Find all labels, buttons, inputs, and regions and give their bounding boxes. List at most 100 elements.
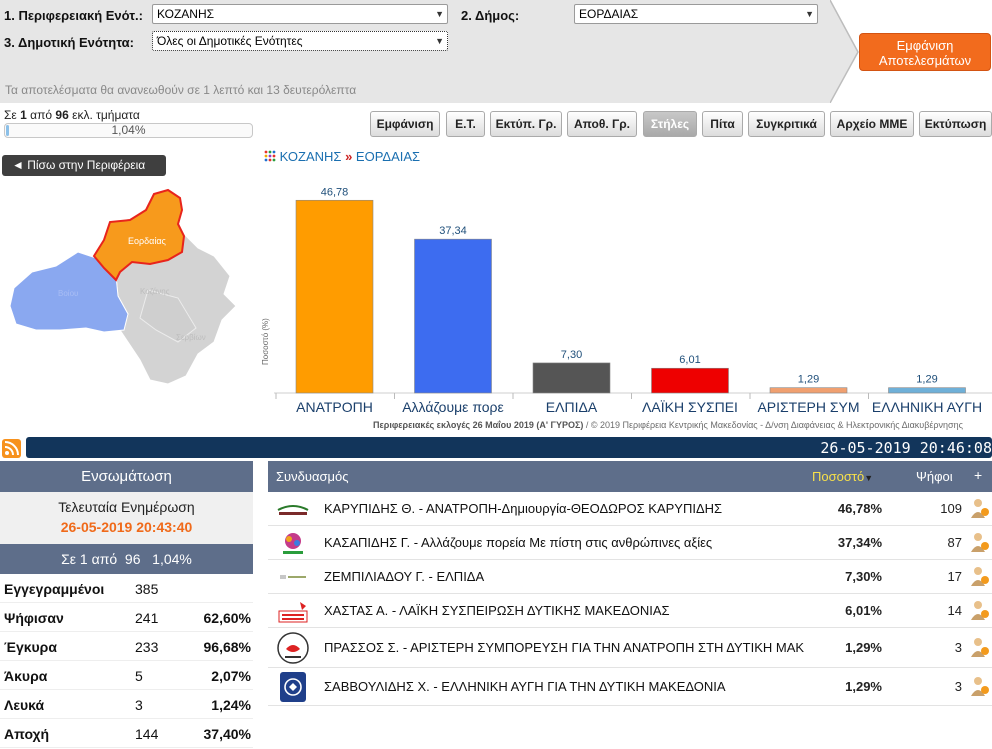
municipality-label: 2. Δήμος:: [461, 8, 520, 23]
party-percent: 1,29%: [845, 679, 882, 694]
chart-value-label: 37,34: [439, 225, 467, 237]
toolbar-button-compare[interactable]: Συγκριτικά: [748, 111, 825, 137]
chart-bar[interactable]: [532, 362, 611, 394]
stat-label: Εγγεγραμμένοι: [4, 581, 105, 597]
stat-value: 233: [135, 639, 159, 655]
progress-suffix: εκλ. τμήματα: [72, 108, 140, 122]
party-name: ΚΑΡΥΠΙΔΗΣ Θ. - ΑΝΑΤΡΟΠΗ-Δημιουργία-ΘΕΟΔΩ…: [324, 501, 723, 516]
candidates-icon[interactable]: [970, 531, 990, 553]
party-percent: 6,01%: [845, 603, 882, 618]
show-results-button[interactable]: Εμφάνιση Αποτελεσμάτων: [859, 33, 991, 71]
chart-bar[interactable]: [888, 387, 966, 394]
toolbar-button-save-chart[interactable]: Αποθ. Γρ.: [567, 111, 637, 137]
stat-percent: 1,24%: [211, 697, 251, 713]
progress-middle: από: [30, 108, 53, 122]
dots-icon: [264, 150, 276, 162]
municipality-select[interactable]: ΕΟΡΔΑΙΑΣ ▼: [574, 4, 818, 24]
table-row[interactable]: ΚΑΡΥΠΙΔΗΣ Θ. - ΑΝΑΤΡΟΠΗ-Δημιουργία-ΘΕΟΔΩ…: [268, 492, 992, 526]
column-party[interactable]: Συνδυασμός: [276, 469, 349, 484]
map-region-voio[interactable]: [9, 251, 129, 333]
back-to-region-button[interactable]: ◄ Πίσω στην Περιφέρεια: [2, 155, 166, 176]
last-update-title: Τελευταία Ενημέρωση: [58, 499, 195, 515]
stat-row-abstention: Αποχή 144 37,40%: [0, 719, 253, 748]
stat-label: Άκυρα: [4, 668, 48, 684]
map-label-voio: Βοίου: [58, 289, 78, 298]
party-name: ΚΑΣΑΠΙΔΗΣ Γ. - Αλλάζουμε πορεία Με πίστη…: [324, 535, 713, 550]
results-table-header: Συνδυασμός Ποσοστό▼ Ψήφοι +: [268, 461, 992, 492]
chart-category-label: ΛΑΪΚΗ ΣΥΣΠΕΙ: [642, 399, 738, 415]
chart-value-label: 1,29: [798, 374, 819, 386]
chart-value-label: 6,01: [679, 354, 700, 366]
toolbar-button-media-file[interactable]: Αρχείο ΜΜΕ: [830, 111, 914, 137]
table-row[interactable]: ΧΑΣΤΑΣ Α. - ΛΑΪΚΗ ΣΥΣΠΕΙΡΩΣΗ ΔΥΤΙΚΗΣ ΜΑΚ…: [268, 594, 992, 628]
chart-credit: Περιφερειακές εκλογές 26 Μαΐου 2019 (Α' …: [373, 420, 963, 430]
chevron-down-icon: ▼: [435, 36, 444, 46]
candidates-icon[interactable]: [970, 675, 990, 697]
map-label-servia: Σερβίων: [176, 333, 206, 342]
stat-label: Ψήφισαν: [4, 610, 64, 626]
column-percent[interactable]: Ποσοστό▼: [812, 469, 873, 484]
stat-percent: 96,68%: [203, 639, 251, 655]
region-map: Εορδαίας Βοίου Κοζάνης Σερβίων: [9, 188, 237, 385]
chart-bar[interactable]: [414, 238, 492, 394]
municipal-unit-label: 3. Δημοτική Ενότητα:: [4, 35, 134, 50]
toolbar-button-columns[interactable]: Στήλες: [643, 111, 697, 137]
breadcrumb-region[interactable]: ΚΟΖΑΝΗΣ: [279, 149, 342, 164]
chart-category-label: Αλλάζουμε πορε: [402, 399, 504, 415]
stat-value: 241: [135, 610, 159, 626]
party-votes: 87: [947, 535, 962, 550]
toolbar-button-print-chart[interactable]: Εκτύπ. Γρ.: [490, 111, 562, 137]
municipal-unit-select[interactable]: Όλες οι Δημοτικές Ενότητες ▼: [152, 31, 448, 51]
stat-row-registered: Εγγεγραμμένοι 385: [0, 574, 253, 603]
stat-row-voted: Ψήφισαν 241 62,60%: [0, 603, 253, 632]
breadcrumb: ΚΟΖΑΝΗΣ » ΕΟΡΔΑΙΑΣ: [264, 149, 420, 164]
chart-bar[interactable]: [295, 199, 374, 394]
chart-category-label: ΕΛΛΗΝΙΚΗ ΑΥΓΗ: [872, 399, 982, 415]
results-bar-chart: Ποσοστό (%) 46,78 ΑΝΑΤΡΟΠΗ 37,34 Αλλάζουμε …: [261, 186, 992, 415]
table-row[interactable]: ΣΑΒΒΟΥΛΙΔΗΣ Χ. - ΕΛΛΗΝΙΚΗ ΑΥΓΗ ΓΙΑ ΤΗΝ Δ…: [268, 668, 992, 706]
expand-all-icon[interactable]: +: [974, 467, 983, 483]
table-row[interactable]: ΠΡΑΣΣΟΣ Σ. - ΑΡΙΣΤΕΡΗ ΣΥΜΠΟΡΕΥΣΗ ΓΙΑ ΤΗΝ…: [268, 628, 992, 668]
party-votes: 17: [947, 569, 962, 584]
progress-total: 96: [55, 108, 69, 122]
party-votes: 14: [947, 603, 962, 618]
candidates-icon[interactable]: [970, 599, 990, 621]
stat-value: 385: [135, 581, 159, 597]
region-unit-select[interactable]: ΚΟΖΑΝΗΣ ▼: [152, 4, 448, 24]
candidates-icon[interactable]: [970, 565, 990, 587]
filter-panel: 1. Περιφερειακή Ενότ.: ΚΟΖΑΝΗΣ ▼ 2. Δήμο…: [0, 0, 992, 103]
municipality-value: ΕΟΡΔΑΙΑΣ: [579, 7, 639, 21]
table-row[interactable]: ΚΑΣΑΠΙΔΗΣ Γ. - Αλλάζουμε πορεία Με πίστη…: [268, 526, 992, 560]
progress-text: Σε 1 από 96 εκλ. τμήματα: [4, 108, 140, 122]
party-name: ΖΕΜΠΙΛΙΑΔΟΥ Γ. - ΕΛΠΙΔΑ: [324, 569, 485, 584]
stat-percent: 37,40%: [203, 726, 251, 742]
column-votes[interactable]: Ψήφοι: [916, 469, 953, 484]
chart-category-label: ΑΝΑΤΡΟΠΗ: [296, 399, 373, 415]
party-percent: 37,34%: [837, 535, 882, 550]
party-votes: 3: [954, 679, 962, 694]
allazoume-logo: [283, 533, 303, 554]
party-name: ΣΑΒΒΟΥΛΙΔΗΣ Χ. - ΕΛΛΗΝΙΚΗ ΑΥΓΗ ΓΙΑ ΤΗΝ Δ…: [324, 679, 726, 694]
chart-bar[interactable]: [769, 387, 848, 394]
chart-category-label: ΕΛΠΙΔΑ: [546, 399, 598, 415]
candidates-icon[interactable]: [970, 636, 990, 658]
map-region-eordaia[interactable]: [92, 188, 186, 282]
party-votes: 109: [940, 501, 962, 516]
rss-icon[interactable]: [2, 439, 21, 458]
toolbar-button-display[interactable]: Εμφάνιση: [370, 111, 440, 137]
toolbar-button-print[interactable]: Εκτύπωση: [919, 111, 992, 137]
table-row[interactable]: ΖΕΜΠΙΛΙΑΔΟΥ Γ. - ΕΛΠΙΔΑ 7,30% 17: [268, 560, 992, 594]
stat-value: 3: [135, 697, 143, 713]
toolbar-button-pie[interactable]: Πίτα: [702, 111, 743, 137]
elpida-logo: [280, 575, 306, 579]
progress-counted: 1: [20, 108, 27, 122]
chevron-down-icon: ▼: [805, 9, 814, 19]
party-percent: 46,78%: [837, 501, 882, 516]
refresh-countdown: Τα αποτελέσματα θα ανανεωθούν σε 1 λεπτό…: [5, 83, 357, 97]
candidates-icon[interactable]: [970, 497, 990, 519]
progress-percent: 1,04%: [111, 123, 146, 137]
stat-row-valid: Έγκυρα 233 96,68%: [0, 632, 253, 661]
toolbar-button-et[interactable]: Ε.Τ.: [446, 111, 485, 137]
integration-heading: Ενσωμάτωση: [0, 461, 253, 492]
chart-bar[interactable]: [651, 367, 729, 394]
